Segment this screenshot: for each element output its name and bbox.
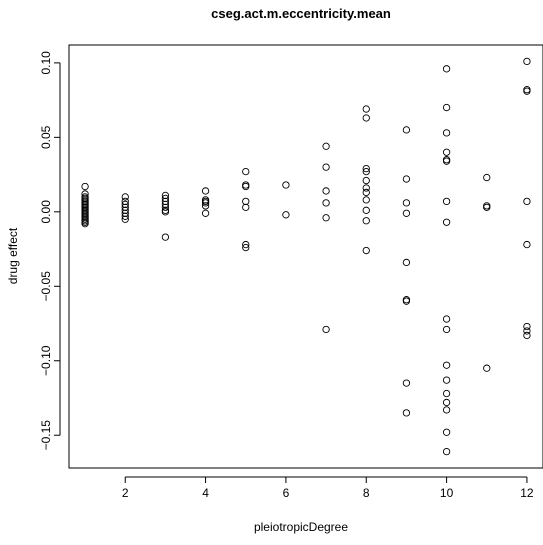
data-point — [442, 406, 451, 414]
data-point — [322, 325, 330, 334]
data-point — [362, 176, 370, 185]
x-axis-label: pleiotropicDegree — [254, 520, 348, 534]
data-point — [282, 181, 290, 189]
x-tick-label: 2 — [122, 486, 129, 500]
y-tick-label: 0.05 — [39, 125, 53, 149]
data-point — [81, 182, 89, 191]
y-tick-label: −0.05 — [39, 271, 53, 302]
data-point — [201, 202, 210, 210]
plot-frame — [68, 44, 543, 469]
data-point — [402, 409, 411, 417]
data-point — [483, 173, 491, 182]
data-points — [81, 57, 531, 456]
data-point — [362, 196, 370, 204]
data-point — [362, 184, 370, 192]
data-point — [242, 240, 250, 249]
y-tick-label: 0.00 — [39, 200, 53, 224]
data-point — [523, 86, 531, 94]
data-point — [523, 240, 531, 249]
data-point — [121, 215, 129, 223]
data-point — [442, 361, 451, 369]
data-point — [442, 376, 451, 384]
data-point — [81, 194, 89, 203]
data-point — [322, 214, 330, 222]
data-point — [442, 148, 451, 156]
data-point — [523, 57, 531, 66]
y-tick-label: −0.15 — [39, 420, 53, 451]
data-point — [442, 428, 451, 436]
data-point — [161, 203, 170, 212]
data-point — [242, 243, 250, 252]
data-point — [483, 203, 491, 212]
x-tick-label: 6 — [283, 486, 290, 500]
data-point — [362, 164, 370, 173]
data-point — [242, 182, 250, 191]
data-point — [442, 157, 451, 165]
data-point — [442, 389, 451, 398]
data-point — [402, 297, 411, 305]
data-point — [442, 156, 451, 164]
data-point — [322, 199, 330, 207]
x-axis: 2 4 6 8 10 12 — [122, 476, 534, 500]
data-point — [483, 364, 491, 372]
data-point — [362, 105, 370, 113]
data-point — [442, 398, 451, 407]
data-point — [242, 197, 250, 206]
data-point — [442, 218, 451, 226]
data-point — [81, 220, 89, 228]
y-tick-label: 0.10 — [39, 51, 53, 75]
x-tick-label: 12 — [520, 486, 534, 500]
data-point — [362, 217, 370, 225]
x-tick-label: 4 — [202, 486, 209, 500]
data-point — [523, 327, 531, 335]
data-point — [402, 126, 411, 134]
data-point — [402, 199, 411, 207]
data-point — [402, 209, 411, 217]
data-point — [362, 246, 370, 255]
data-point — [483, 202, 491, 210]
data-point — [322, 187, 330, 195]
data-point — [523, 87, 531, 95]
data-point — [523, 331, 531, 340]
data-point — [442, 197, 451, 206]
y-axis-label: drug effect — [6, 227, 20, 284]
data-point — [442, 447, 451, 456]
data-point — [442, 315, 451, 323]
data-point — [322, 163, 330, 171]
data-point — [322, 142, 330, 150]
data-point — [242, 203, 250, 212]
data-point — [523, 322, 531, 331]
data-point — [362, 206, 370, 214]
data-point — [442, 65, 451, 73]
data-point — [402, 296, 411, 304]
data-point — [121, 193, 129, 201]
data-point — [362, 114, 370, 122]
data-point — [201, 187, 210, 195]
data-point — [201, 199, 210, 207]
data-point — [523, 197, 531, 206]
data-point — [242, 181, 250, 189]
data-point — [362, 188, 370, 197]
chart-title: cseg.act.m.eccentricity.mean — [211, 6, 391, 21]
data-point — [201, 209, 210, 217]
y-axis: −0.15 −0.10 −0.05 0.00 0.05 0.10 — [39, 51, 61, 451]
data-point — [442, 129, 451, 137]
data-point — [121, 209, 129, 217]
data-point — [442, 325, 451, 334]
x-tick-label: 10 — [440, 486, 454, 500]
data-point — [362, 167, 370, 176]
x-tick-label: 8 — [363, 486, 370, 500]
data-point — [161, 208, 170, 216]
data-point — [402, 379, 411, 387]
data-point — [442, 103, 451, 112]
data-point — [402, 175, 411, 183]
data-point — [242, 167, 250, 176]
data-point — [161, 233, 170, 241]
data-point — [402, 258, 411, 267]
y-tick-label: −0.10 — [39, 345, 53, 376]
data-point — [121, 212, 129, 220]
data-point — [282, 211, 290, 219]
